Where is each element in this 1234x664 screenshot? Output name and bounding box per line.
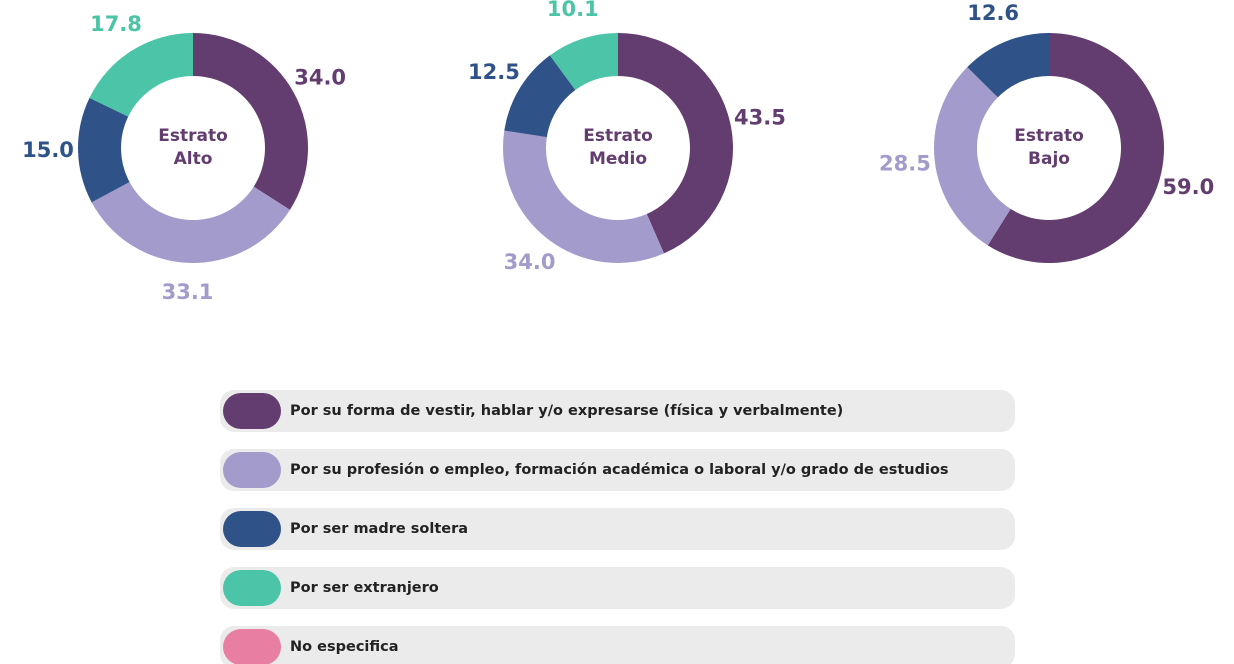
center-label: Estrato Alto <box>158 126 228 169</box>
value-label: 12.5 <box>468 60 520 84</box>
donut-segment <box>618 33 733 254</box>
value-label: 12.6 <box>967 1 1019 25</box>
donut-segment <box>89 33 193 117</box>
legend-swatch <box>223 452 281 488</box>
value-label: 59.0 <box>1162 175 1214 199</box>
donut-segment <box>967 33 1049 98</box>
donut-segment <box>987 33 1164 264</box>
value-label: 34.0 <box>294 65 346 89</box>
donut-segment <box>503 130 664 264</box>
donut-segment <box>193 33 308 210</box>
legend-label: Por ser extranjero <box>290 580 439 596</box>
legend-label: Por ser madre soltera <box>290 521 469 537</box>
value-label: 15.0 <box>22 138 74 162</box>
legend-label: Por su forma de vestir, hablar y/o expre… <box>290 403 844 419</box>
legend-item: Por su forma de vestir, hablar y/o expre… <box>220 390 1015 432</box>
legend-swatch <box>223 393 281 429</box>
donut-segment <box>77 97 130 203</box>
legend-swatch <box>223 511 281 547</box>
legend-swatch <box>223 570 281 606</box>
center-label: Estrato Medio <box>583 126 653 169</box>
legend-item: Por su profesión o empleo, formación aca… <box>220 449 1015 491</box>
legend-label: Por su profesión o empleo, formación aca… <box>290 462 949 478</box>
donut-segment <box>549 33 618 90</box>
value-label: 10.1 <box>547 0 599 21</box>
donut-segment <box>504 55 576 138</box>
value-label: 43.5 <box>734 105 786 129</box>
legend-swatch <box>223 629 281 664</box>
donut-segment <box>91 182 290 263</box>
donut-segment <box>933 67 1011 246</box>
legend-item: Por ser madre soltera <box>220 508 1015 550</box>
value-label: 33.1 <box>162 280 214 304</box>
legend-item: Por ser extranjero <box>220 567 1015 609</box>
value-label: 28.5 <box>879 152 931 176</box>
legend-item: No especifica <box>220 626 1015 664</box>
value-label: 17.8 <box>90 12 142 36</box>
legend-label: No especifica <box>290 639 399 655</box>
value-label: 34.0 <box>504 250 556 274</box>
center-label: Estrato Bajo <box>1014 126 1084 169</box>
